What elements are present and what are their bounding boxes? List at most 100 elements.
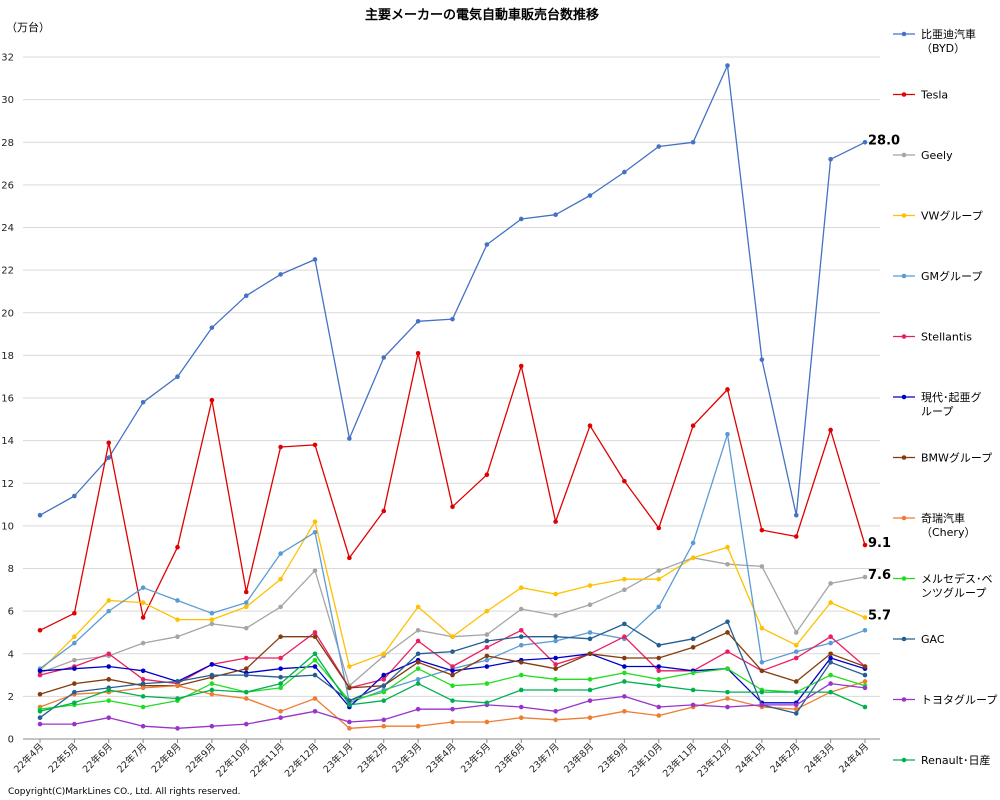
data-point	[278, 674, 283, 680]
data-point	[278, 666, 283, 671]
data-point	[209, 723, 215, 729]
data-point	[759, 668, 765, 674]
data-point	[140, 615, 146, 620]
data-point	[759, 357, 765, 362]
data-point	[828, 655, 833, 661]
data-point	[278, 708, 283, 714]
legend-label: Renault･日産	[921, 754, 990, 767]
data-point	[175, 634, 180, 639]
data-point	[209, 687, 215, 693]
legend-label: Stellantis	[921, 331, 972, 344]
gridlines	[23, 56, 880, 740]
data-point	[518, 363, 524, 369]
data-point	[553, 591, 558, 597]
x-tick-label: 23年1月	[321, 741, 356, 776]
data-point	[243, 666, 249, 671]
data-point	[312, 529, 318, 535]
data-point	[72, 634, 77, 639]
data-point	[484, 681, 490, 686]
data-point	[725, 544, 730, 550]
x-tick-label: 23年7月	[527, 741, 562, 776]
data-point	[622, 664, 627, 669]
data-point	[725, 630, 730, 635]
copyright-text: Copyright(C)MarkLines CO., Ltd. All righ…	[8, 787, 240, 797]
x-tick-label: 22年7月	[114, 741, 149, 776]
data-point	[587, 630, 593, 635]
data-point	[415, 681, 421, 686]
data-point	[484, 719, 490, 725]
data-point	[140, 681, 146, 686]
data-point	[381, 355, 387, 360]
data-point	[209, 610, 215, 616]
legend-swatch-marker	[901, 576, 907, 581]
data-point	[484, 472, 490, 478]
data-point	[106, 698, 112, 703]
legend-label: VWグループ	[921, 209, 983, 223]
data-point	[450, 668, 455, 674]
data-point	[278, 551, 283, 556]
data-point	[553, 666, 558, 671]
series-1	[37, 350, 868, 633]
data-point	[381, 508, 387, 514]
data-point	[209, 672, 215, 678]
data-point	[347, 698, 352, 703]
data-point	[209, 617, 215, 622]
data-point	[828, 681, 833, 686]
data-point	[553, 687, 558, 693]
legend-swatch-marker	[901, 757, 907, 763]
data-point	[862, 664, 868, 669]
data-point	[518, 216, 524, 222]
data-point	[759, 625, 765, 631]
data-point	[312, 708, 318, 714]
data-point	[725, 696, 730, 701]
data-point	[209, 325, 215, 330]
data-point	[518, 628, 524, 633]
data-point	[415, 318, 421, 324]
data-point	[278, 685, 283, 691]
legend-label: メルセデス･ベ	[921, 572, 993, 586]
series-11	[37, 681, 868, 731]
legend-swatch-marker	[901, 92, 907, 97]
data-point	[862, 704, 868, 710]
data-point	[759, 659, 765, 665]
data-point	[587, 423, 593, 429]
data-annotations: 28.0 9.1 7.6 5.7	[868, 133, 900, 623]
data-point	[106, 651, 112, 657]
data-point	[209, 662, 215, 667]
data-point	[518, 634, 524, 639]
data-point	[656, 668, 662, 674]
data-point	[175, 544, 180, 550]
data-point	[484, 653, 490, 659]
x-tick-label: 24年4月	[836, 741, 871, 776]
legend-label: GAC	[921, 633, 945, 646]
data-point	[415, 628, 421, 633]
data-point	[587, 193, 593, 198]
data-point	[37, 668, 43, 674]
data-point	[312, 257, 318, 262]
data-point	[553, 519, 558, 524]
data-point	[553, 638, 558, 644]
x-tick-label: 23年8月	[561, 741, 596, 776]
data-point	[690, 670, 696, 676]
data-point	[656, 568, 662, 573]
legend-item: BMWグループ	[893, 451, 992, 465]
data-point	[793, 512, 799, 518]
x-tick-label: 22年10月	[213, 741, 252, 780]
legend-label: 比亜迪汽車	[921, 27, 976, 41]
data-point	[347, 702, 352, 708]
legend-swatch-marker	[901, 273, 907, 279]
legend-item: 比亜迪汽車（BYD）	[893, 27, 976, 55]
data-point	[37, 628, 43, 633]
data-point	[553, 708, 558, 714]
data-point	[175, 683, 180, 689]
series-lines	[37, 63, 868, 731]
x-tick-label: 23年5月	[458, 741, 493, 776]
data-point	[656, 664, 662, 669]
data-point	[484, 608, 490, 614]
data-point	[312, 630, 318, 635]
data-point	[759, 689, 765, 695]
data-point	[622, 694, 627, 699]
legend-label: GMグループ	[921, 269, 982, 283]
